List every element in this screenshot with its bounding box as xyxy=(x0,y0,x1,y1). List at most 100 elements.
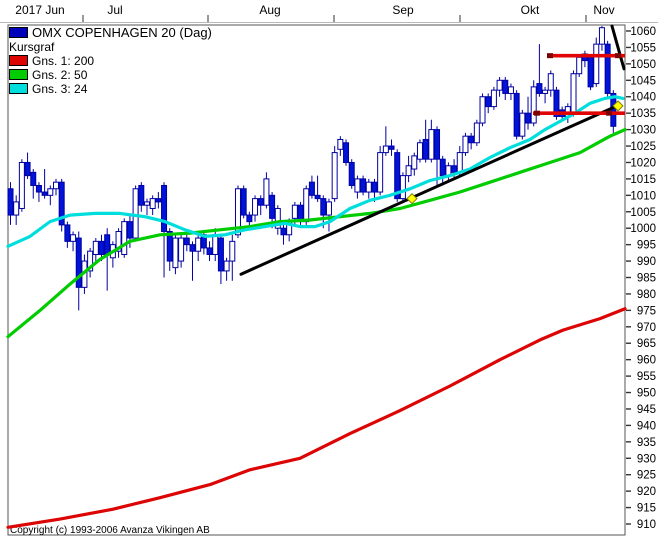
candle-body xyxy=(428,129,435,160)
candle-body xyxy=(593,43,600,85)
legend-item-0: Gns. 1: 200 xyxy=(9,53,212,68)
candle-body xyxy=(456,152,463,173)
price-axis-label: 980 xyxy=(637,289,656,301)
candle-body xyxy=(371,181,378,193)
price-axis-label: 915 xyxy=(637,503,656,515)
candle-body xyxy=(513,92,520,137)
candle-body xyxy=(553,89,560,117)
candle-body xyxy=(331,152,338,200)
ma-24-line xyxy=(6,95,625,248)
month-label-1: Jul xyxy=(107,3,122,17)
resistance-line-end-mark[interactable] xyxy=(615,53,621,59)
candle-body xyxy=(291,204,298,219)
candle-body xyxy=(195,237,202,252)
candle-body xyxy=(388,145,395,150)
candle-body xyxy=(519,112,526,137)
month-label-4: Okt xyxy=(521,3,540,17)
candle-body xyxy=(337,138,344,150)
candle-body xyxy=(229,240,236,262)
chart-frame xyxy=(7,24,626,536)
candle-body xyxy=(360,178,367,193)
price-axis-label: 1045 xyxy=(630,75,656,87)
ma-50-line xyxy=(6,128,627,339)
candle-body xyxy=(75,237,82,288)
legend-item-1: Gns. 2: 50 xyxy=(9,67,212,82)
support-line-end-mark[interactable] xyxy=(606,110,612,116)
candle-body xyxy=(149,198,156,209)
copyright-text: Copyright (c) 1993-2006 Avanza Vikingen … xyxy=(10,525,210,536)
candle-body xyxy=(587,56,594,88)
candle-body xyxy=(155,198,162,203)
candle-body xyxy=(496,79,503,91)
legend-swatch-0 xyxy=(9,55,28,66)
candle-body xyxy=(234,188,241,236)
ma-200-line xyxy=(6,307,627,529)
legend-items: Gns. 1: 200 Gns. 2: 50 Gns. 3: 24 xyxy=(9,53,212,96)
candle-body xyxy=(434,129,441,160)
price-axis-label: 935 xyxy=(637,437,656,449)
candle-body xyxy=(263,178,270,206)
candle-body xyxy=(274,207,281,229)
candle-body xyxy=(183,237,190,246)
candle-body xyxy=(382,145,389,154)
price-axis-label: 1025 xyxy=(630,141,656,153)
candle-body xyxy=(525,112,532,124)
price-axis-label: 1035 xyxy=(630,108,656,120)
legend-label-2: Gns. 3: 24 xyxy=(32,81,88,96)
candle-body xyxy=(479,96,486,124)
candle-body xyxy=(314,194,321,200)
candle-body xyxy=(246,214,253,223)
candle-body xyxy=(468,135,475,144)
candle-body xyxy=(343,142,350,163)
candle-body xyxy=(411,155,418,170)
candle-body xyxy=(303,188,310,223)
legend-label-1: Gns. 2: 50 xyxy=(32,67,88,82)
candle-body xyxy=(132,188,139,239)
candle-body xyxy=(212,234,219,255)
candle-body xyxy=(502,79,509,94)
price-axis-label: 1055 xyxy=(630,42,656,54)
trendline-2[interactable] xyxy=(610,24,626,71)
resistance-line-end-mark[interactable] xyxy=(547,53,553,59)
price-axis-label: 975 xyxy=(637,305,656,317)
candle-body xyxy=(98,240,105,255)
month-label-0: 2017 Jun xyxy=(15,3,64,17)
month-label-2: Aug xyxy=(259,3,280,17)
trendline-handle-0[interactable] xyxy=(406,192,418,205)
month-label-3: Sep xyxy=(392,3,414,17)
price-axis-label: 930 xyxy=(637,453,656,465)
trendline-handle-1[interactable] xyxy=(612,100,624,112)
candle-body xyxy=(217,237,224,272)
price-axis-label: 1060 xyxy=(630,26,656,38)
candle-body xyxy=(70,234,77,242)
trendline[interactable] xyxy=(239,103,621,276)
legend-label-0: Gns. 1: 200 xyxy=(32,53,95,68)
candle-body xyxy=(439,158,446,177)
candle-body xyxy=(87,250,94,272)
price-axis-label: 950 xyxy=(637,388,656,400)
price-axis-label: 955 xyxy=(637,371,656,383)
candle-body xyxy=(604,43,611,94)
support-line-end-mark[interactable] xyxy=(534,110,540,116)
candle-body xyxy=(399,175,406,200)
candle-body xyxy=(320,198,327,216)
price-axis-label: 1020 xyxy=(630,157,656,169)
candle-body xyxy=(58,181,65,226)
candle-body xyxy=(223,260,230,272)
candle-body xyxy=(280,227,287,236)
candle-body xyxy=(47,188,54,196)
candle-body xyxy=(462,135,469,154)
chart-type-label: Kursgraf xyxy=(9,40,55,54)
instrument-title: OMX COPENHAGEN 20 (Dag) xyxy=(32,25,212,40)
candle-body xyxy=(542,89,549,94)
candle-body xyxy=(308,181,315,196)
candle-body xyxy=(206,247,213,255)
candle-body xyxy=(178,237,185,262)
price-axis-label: 965 xyxy=(637,338,656,350)
candle-body xyxy=(348,161,355,186)
legend-swatch-2 xyxy=(9,83,28,94)
candle-body xyxy=(172,237,179,269)
candle-body xyxy=(325,201,332,216)
